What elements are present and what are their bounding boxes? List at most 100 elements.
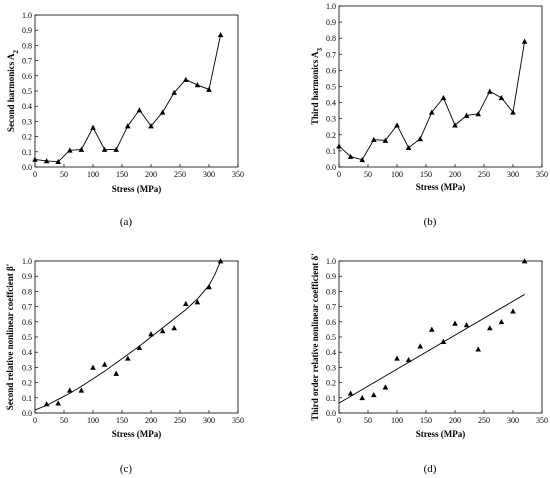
data-point-marker (183, 76, 189, 82)
data-point-marker (148, 331, 154, 337)
series-line (338, 41, 526, 161)
x-tick-label: 250 (174, 416, 186, 425)
x-tick-label: 200 (145, 416, 157, 425)
data-point-marker (217, 31, 224, 38)
data-point-marker (347, 153, 354, 159)
data-point-marker (183, 300, 189, 306)
data-point-marker (521, 258, 528, 264)
y-tick-label: 0.3 (326, 363, 336, 372)
chart-panel-2: 0 50 100 150 200 250 300 350 0.0 0.1 0.2 0.3 0.4 0.5 0… (310, 2, 548, 228)
x-tick-label: 150 (420, 170, 432, 179)
x-tick-label: 150 (116, 416, 128, 425)
y-axis-title-subscript: 3 (316, 47, 324, 51)
data-point-marker (194, 299, 201, 305)
data-point-marker (194, 82, 201, 88)
data-point-marker (429, 109, 435, 115)
y-tick-label: 0.4 (22, 348, 32, 357)
data-point-marker (475, 111, 481, 117)
fit-curve (338, 294, 525, 404)
y-tick-label: 0.7 (326, 50, 336, 59)
y-tick-label: 0.5 (326, 333, 336, 342)
data-point-marker (136, 107, 143, 113)
y-axis-title-subscript: 2 (12, 49, 20, 53)
y-axis-title-text: Second harmonics A (6, 53, 16, 132)
data-point-marker (43, 401, 50, 407)
x-tick-label: 100 (391, 170, 403, 179)
x-tick-label: 100 (391, 416, 403, 425)
chart-panel-4: 0 50 100 150 200 250 300 350 0.0 0.1 0.2 0.3 0.4 0.5 0… (310, 253, 548, 475)
panel-label: (a) (120, 216, 133, 228)
y-tick-label: 0.0 (22, 409, 32, 418)
y-axis-title: Second relative nonlinear coeffcient β' (5, 264, 15, 410)
data-point-marker (487, 88, 493, 94)
y-tick-label: 0.2 (326, 379, 336, 388)
data-point-marker (417, 136, 423, 142)
y-tick-label: 0.4 (326, 99, 336, 108)
panel-label: (c) (120, 463, 133, 475)
y-tick-label: 0.9 (326, 18, 336, 27)
x-tick-label: 200 (449, 170, 461, 179)
y-tick-label: 0.3 (326, 115, 336, 124)
data-point-marker (67, 387, 73, 393)
y-tick-label: 0.2 (22, 133, 32, 142)
x-tick-label: 0 (33, 416, 37, 425)
data-point-marker (32, 156, 38, 162)
x-tick-label: 0 (337, 170, 341, 179)
y-tick-label: 0.5 (22, 87, 32, 96)
data-point-marker (217, 258, 224, 264)
data-point-marker (101, 146, 108, 152)
y-tick-label: 0.1 (22, 148, 32, 157)
data-point-marker (487, 325, 493, 331)
y-tick-label: 0.0 (22, 163, 32, 172)
y-tick-label: 0.6 (22, 72, 32, 81)
data-point-marker (510, 109, 516, 115)
y-tick-label: 0.8 (326, 287, 336, 296)
data-point-marker (55, 400, 61, 406)
data-point-marker (136, 344, 143, 351)
data-point-marker (405, 357, 412, 363)
x-tick-label: 250 (174, 170, 186, 179)
data-point-marker (382, 137, 389, 143)
x-tick-label: 250 (478, 416, 490, 425)
plot-frame (338, 260, 543, 414)
y-axis-title: Third harmonics A3 (310, 47, 324, 125)
x-tick-label: 100 (87, 170, 99, 179)
y-axis-title-text: Third order relative nonlinear coefficie… (310, 253, 320, 420)
data-point-marker (452, 320, 458, 326)
y-tick-label: 0.1 (326, 147, 336, 156)
x-axis-title: Stress (MPa) (112, 184, 162, 194)
chart-panel-1: 0 50 100 150 200 250 300 350 0.0 0.1 0.2 0.3 0.4 0.5 0… (6, 11, 244, 228)
plot-frame (34, 260, 239, 414)
x-tick-label: 50 (60, 170, 68, 179)
fit-curve (34, 260, 222, 411)
data-point-marker (440, 94, 447, 101)
data-point-marker (521, 38, 528, 44)
panel-label: (b) (424, 216, 437, 228)
data-point-marker (359, 156, 365, 163)
y-tick-label: 1.0 (22, 11, 32, 20)
y-tick-label: 0.8 (22, 41, 32, 50)
data-point-marker (113, 370, 119, 376)
data-point-marker (382, 384, 389, 390)
x-tick-label: 200 (145, 170, 157, 179)
data-point-marker (498, 94, 505, 101)
data-point-marker (159, 109, 166, 115)
data-point-marker (171, 89, 177, 95)
y-tick-label: 0.2 (326, 131, 336, 140)
x-tick-label: 300 (203, 170, 215, 179)
data-point-marker (78, 387, 85, 393)
data-point-marker (206, 86, 212, 92)
chart-panel-3: 0 50 100 150 200 250 300 350 0.0 0.1 0.2 0.3 0.4 0.5 0… (5, 257, 244, 475)
y-tick-label: 1.0 (326, 257, 336, 266)
panel-label: (d) (424, 463, 437, 475)
y-tick-label: 0.6 (326, 318, 336, 327)
data-point-marker (394, 122, 400, 128)
y-tick-label: 1.0 (326, 2, 336, 11)
x-tick-label: 0 (33, 170, 37, 179)
data-point-marker (78, 146, 85, 152)
x-tick-label: 50 (60, 416, 68, 425)
data-point-marker (55, 158, 61, 165)
data-point-marker (429, 326, 435, 332)
x-tick-label: 0 (337, 416, 341, 425)
